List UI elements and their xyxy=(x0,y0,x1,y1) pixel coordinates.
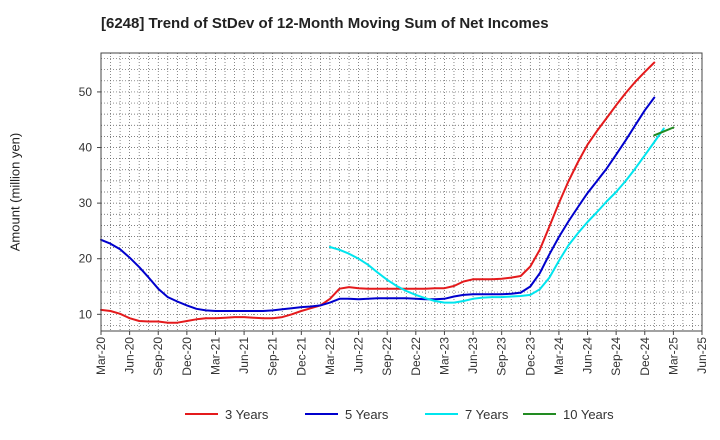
legend-label: 7 Years xyxy=(465,407,509,422)
x-tick-label: Sep-22 xyxy=(380,337,394,376)
plot-frame xyxy=(100,52,703,332)
legend-label: 10 Years xyxy=(563,407,614,422)
legend-label: 5 Years xyxy=(345,407,389,422)
x-tick-label: Dec-23 xyxy=(523,337,537,376)
x-tick-label: Sep-21 xyxy=(266,337,280,376)
x-tick-label: Sep-23 xyxy=(495,337,509,376)
axes: 10 20 30 40 50 Mar-20 Jun-20 Sep-20 Dec-20 Mar-21… xyxy=(79,85,709,376)
chart-title: [6248] Trend of StDev of 12-Month Moving… xyxy=(101,15,549,32)
legend: 3 Years 5 Years 7 Years 10 Years xyxy=(185,407,614,422)
series-line xyxy=(653,126,675,137)
x-tick-label: Sep-20 xyxy=(151,337,165,376)
x-tick-label: Mar-25 xyxy=(666,337,680,375)
legend-label: 3 Years xyxy=(225,407,269,422)
x-tick-label: Jun-20 xyxy=(123,337,137,374)
x-tick-label: Jun-25 xyxy=(695,337,709,374)
x-tick-label: Mar-21 xyxy=(208,337,222,375)
x-tick-label: Mar-24 xyxy=(552,337,566,375)
y-tick-label: 50 xyxy=(79,85,93,99)
y-tick-label: 30 xyxy=(79,196,93,210)
x-tick-label: Jun-24 xyxy=(581,337,595,374)
x-tick-label: Dec-22 xyxy=(409,337,423,376)
x-tick-label: Jun-22 xyxy=(352,337,366,374)
series-line xyxy=(100,61,656,324)
y-tick-label: 10 xyxy=(79,307,93,321)
x-tick-label: Mar-20 xyxy=(94,337,108,375)
x-tick-label: Mar-22 xyxy=(323,337,337,375)
x-tick-label: Jun-23 xyxy=(466,337,480,374)
grid xyxy=(101,53,702,331)
series-line xyxy=(329,127,665,304)
y-tick-label: 40 xyxy=(79,141,93,155)
x-tick-label: Dec-24 xyxy=(638,337,652,376)
x-tick-label: Jun-21 xyxy=(237,337,251,374)
x-tick-label: Mar-23 xyxy=(437,337,451,375)
series-line xyxy=(100,96,656,312)
y-tick-label: 20 xyxy=(79,252,93,266)
series-group xyxy=(100,61,675,324)
x-tick-label: Sep-24 xyxy=(609,337,623,376)
x-tick-label: Dec-21 xyxy=(294,337,308,376)
x-tick-label: Dec-20 xyxy=(180,337,194,376)
